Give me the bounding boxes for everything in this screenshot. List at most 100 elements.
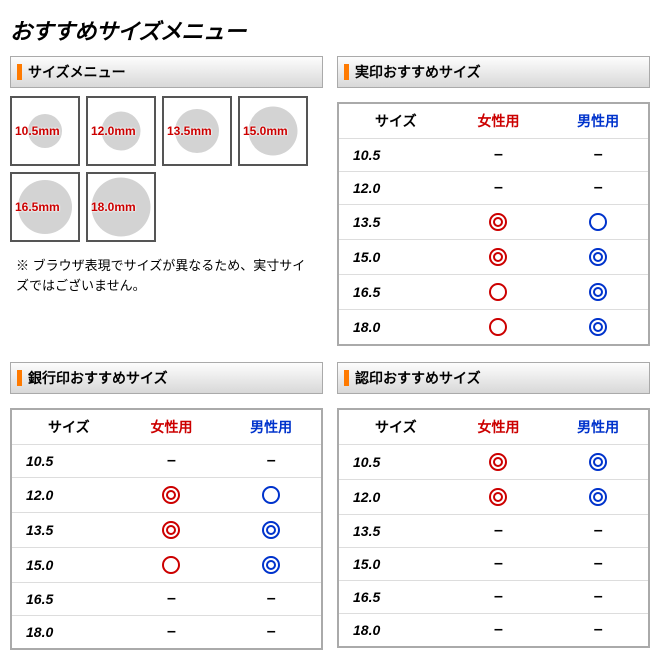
circle-icon <box>588 212 608 232</box>
table-row: 18.0 – – <box>12 616 321 648</box>
size-tile[interactable]: 12.0mm <box>86 96 156 166</box>
cell-female: – <box>449 172 549 204</box>
cell-size: 10.5 <box>339 445 449 479</box>
col-header-male: 男性用 <box>548 104 648 138</box>
dash-icon: – <box>167 623 176 641</box>
table-row: 13.5 <box>339 205 648 240</box>
section-title: 認印おすすめサイズ <box>355 368 481 388</box>
cell-female <box>449 240 549 274</box>
table-row: 10.5 <box>339 445 648 480</box>
size-tile-label: 12.0mm <box>88 124 136 138</box>
size-menu-section: サイズメニュー 10.5mm 12.0mm 13.5mm 15.0mm 16.5mm 18… <box>10 56 323 346</box>
cell-male <box>221 548 321 582</box>
section-header-mitomein: 認印おすすめサイズ <box>337 362 650 394</box>
content-grid: サイズメニュー 10.5mm 12.0mm 13.5mm 15.0mm 16.5mm 18… <box>0 56 660 666</box>
dash-icon: – <box>594 555 603 573</box>
cell-female <box>449 445 549 479</box>
size-tile-label: 15.0mm <box>240 124 288 138</box>
dash-icon: – <box>494 179 503 197</box>
cell-male: – <box>548 548 648 580</box>
table-header-row: サイズ女性用男性用 <box>12 410 321 445</box>
size-tile[interactable]: 15.0mm <box>238 96 308 166</box>
cell-female: – <box>122 583 222 615</box>
circle-icon <box>261 485 281 505</box>
cell-size: 13.5 <box>12 513 122 547</box>
cell-male <box>221 478 321 512</box>
table-row: 16.5 <box>339 275 648 310</box>
dash-icon: – <box>494 522 503 540</box>
table-row: 12.0 <box>12 478 321 513</box>
dash-icon: – <box>167 590 176 608</box>
double-circle-icon <box>261 555 281 575</box>
jitsuin-table: サイズ女性用男性用10.5––12.0––13.515.016.518.0 <box>337 102 650 346</box>
cell-male: – <box>548 581 648 613</box>
table-row: 12.0 <box>339 480 648 515</box>
cell-male <box>548 480 648 514</box>
cell-size: 10.5 <box>339 139 449 171</box>
section-header-jitsuin: 実印おすすめサイズ <box>337 56 650 88</box>
circle-icon <box>161 555 181 575</box>
ginkoin-table: サイズ女性用男性用10.5––12.013.515.016.5––18.0–– <box>10 408 323 650</box>
size-tile[interactable]: 13.5mm <box>162 96 232 166</box>
col-header-male: 男性用 <box>221 410 321 444</box>
table-row: 10.5–– <box>12 445 321 478</box>
cell-male <box>548 310 648 344</box>
double-circle-icon <box>588 282 608 302</box>
cell-male: – <box>548 614 648 646</box>
double-circle-icon <box>488 452 508 472</box>
size-tile[interactable]: 10.5mm <box>10 96 80 166</box>
double-circle-icon <box>161 485 181 505</box>
cell-size: 12.0 <box>339 172 449 204</box>
table-row: 15.0 <box>12 548 321 583</box>
cell-size: 18.0 <box>12 616 122 648</box>
double-circle-icon <box>588 247 608 267</box>
double-circle-icon <box>488 487 508 507</box>
size-tile-label: 16.5mm <box>12 200 60 214</box>
cell-male: – <box>548 515 648 547</box>
dash-icon: – <box>494 146 503 164</box>
cell-size: 13.5 <box>339 205 449 239</box>
mitomein-section: 認印おすすめサイズ サイズ女性用男性用10.512.013.5––15.0––1… <box>337 362 650 650</box>
table-row: 15.0 <box>339 240 648 275</box>
cell-female: – <box>449 581 549 613</box>
cell-size: 18.0 <box>339 310 449 344</box>
cell-size: 16.5 <box>339 581 449 613</box>
dash-icon: – <box>494 621 503 639</box>
cell-male <box>548 240 648 274</box>
cell-female <box>449 310 549 344</box>
cell-size: 12.0 <box>12 478 122 512</box>
cell-female: – <box>122 445 222 477</box>
double-circle-icon <box>488 212 508 232</box>
col-header-male: 男性用 <box>548 410 648 444</box>
ginkoin-section: 銀行印おすすめサイズ サイズ女性用男性用10.5––12.013.515.016… <box>10 362 323 650</box>
cell-male: – <box>548 139 648 171</box>
cell-male: – <box>221 616 321 648</box>
table-row: 15.0–– <box>339 548 648 581</box>
cell-male <box>548 205 648 239</box>
table-row: 18.0–– <box>339 614 648 646</box>
cell-female: – <box>449 614 549 646</box>
double-circle-icon <box>488 247 508 267</box>
cell-female <box>449 275 549 309</box>
cell-female <box>122 513 222 547</box>
size-note: ※ ブラウザ表現でサイズが異なるため、実寸サイズではございません。 <box>10 242 323 299</box>
table-row: 16.5–– <box>12 583 321 616</box>
jitsuin-section: 実印おすすめサイズ サイズ女性用男性用10.5––12.0––13.515.01… <box>337 56 650 346</box>
dash-icon: – <box>267 452 276 470</box>
size-tiles: 10.5mm 12.0mm 13.5mm 15.0mm 16.5mm 18.0mm <box>10 96 323 242</box>
dash-icon: – <box>594 522 603 540</box>
section-header-size-menu: サイズメニュー <box>10 56 323 88</box>
dash-icon: – <box>594 146 603 164</box>
cell-female <box>122 478 222 512</box>
cell-size: 15.0 <box>12 548 122 582</box>
size-tile[interactable]: 18.0mm <box>86 172 156 242</box>
cell-female <box>122 548 222 582</box>
table-row: 13.5 – – <box>339 515 648 548</box>
double-circle-icon <box>261 520 281 540</box>
size-tile-label: 10.5mm <box>12 124 60 138</box>
size-tile[interactable]: 16.5mm <box>10 172 80 242</box>
table-row: 18.0 <box>339 310 648 344</box>
cell-male: – <box>221 583 321 615</box>
cell-size: 13.5 <box>339 515 449 547</box>
cell-female: – <box>449 139 549 171</box>
